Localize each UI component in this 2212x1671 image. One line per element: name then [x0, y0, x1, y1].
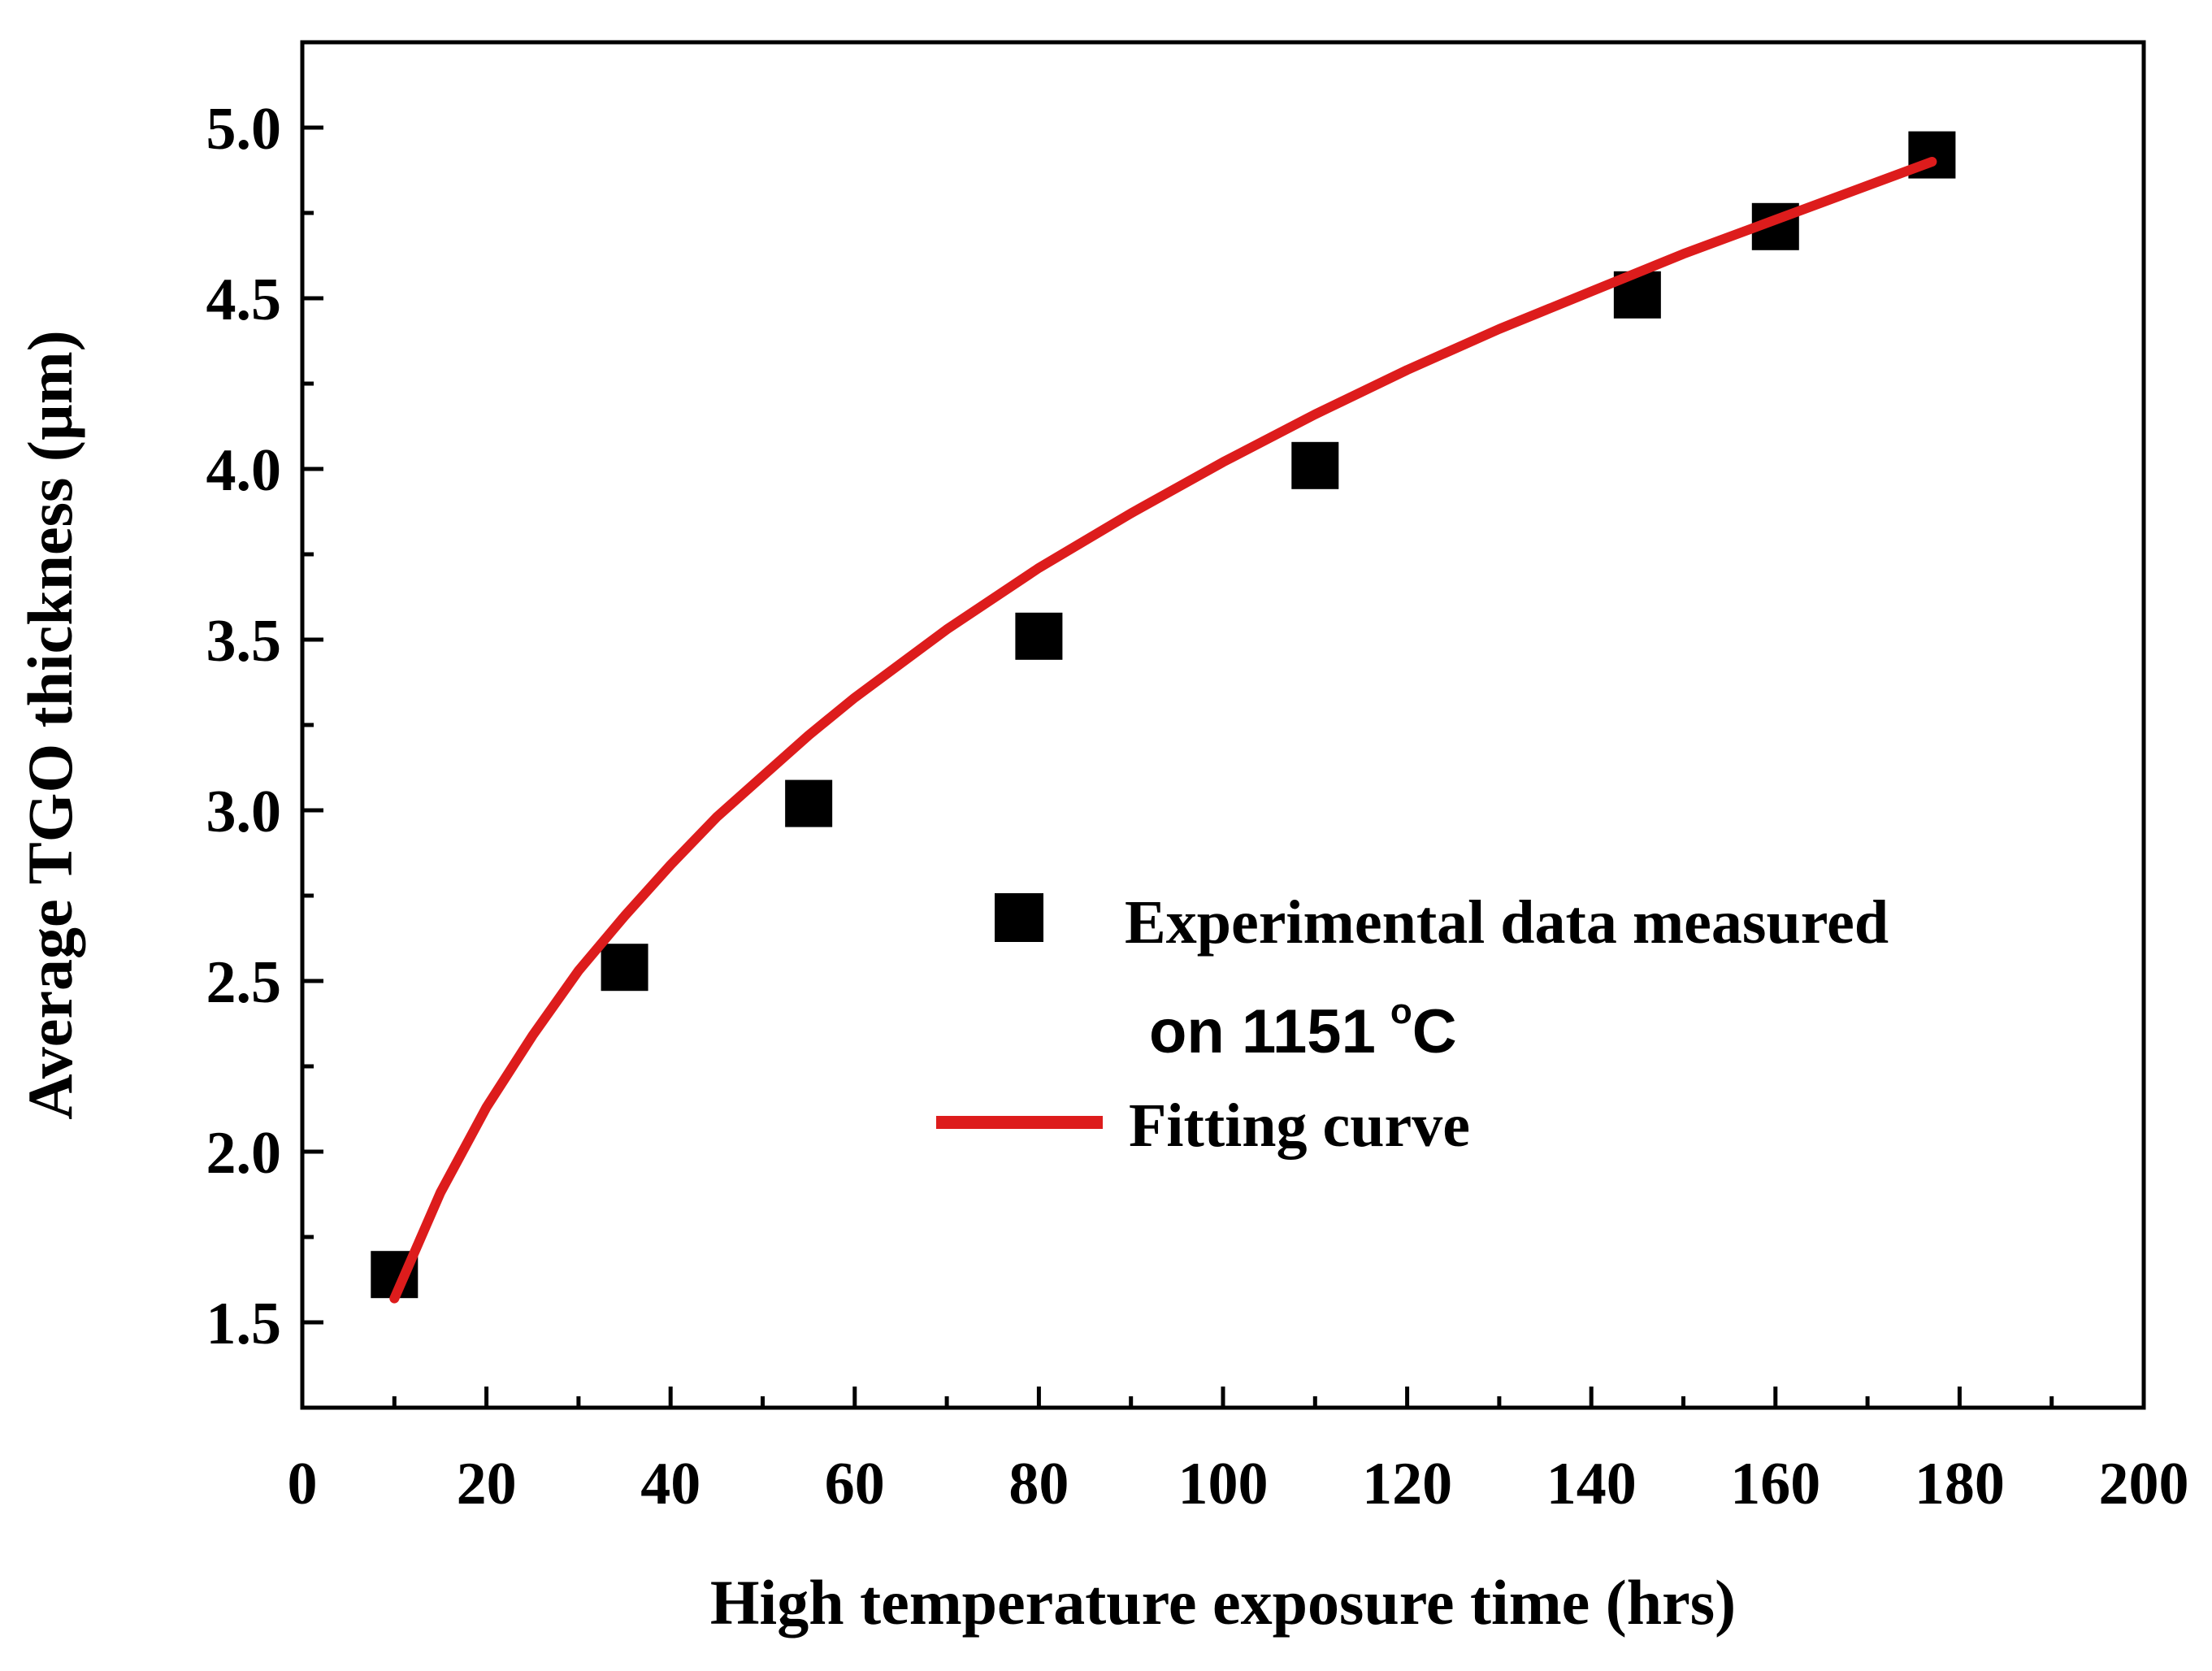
unit-celsius: C: [1412, 997, 1457, 1066]
y-axis-title: Average TGO thickness (µm): [15, 330, 85, 1119]
x-tick-label: 60: [825, 1451, 885, 1517]
y-tick-label: 2.5: [206, 949, 282, 1016]
plot-frame: [300, 40, 2146, 1410]
x-axis-title: High temperature exposure time (hrs): [710, 1567, 1736, 1638]
legend-label-experimental: Experimental data measured: [1125, 888, 1889, 957]
tick-labels: 0 20 40 60 80 100 120 140 160 180 200 1.5 2.0 2.5 3.0 3…: [206, 96, 2189, 1517]
x-tick-label: 20: [457, 1451, 517, 1517]
x-tick-label: 0: [288, 1451, 318, 1517]
x-tick-label: 120: [1362, 1451, 1452, 1517]
x-tick-label: 180: [1915, 1451, 2005, 1517]
y-tick-label: 4.0: [206, 437, 282, 504]
x-tick-label: 140: [1546, 1451, 1637, 1517]
fitting-curve-line: [389, 157, 1937, 1304]
axis-ticks: [300, 125, 2146, 1408]
y-tick-label: 4.5: [206, 267, 282, 333]
y-tick-label: 1.5: [206, 1291, 282, 1357]
x-tick-label: 100: [1178, 1451, 1269, 1517]
legend-marker-experimental: [995, 893, 1043, 942]
data-point: [1291, 441, 1339, 489]
y-tick-label: 5.0: [206, 96, 282, 163]
legend: Experimental data measured on 1151 oC Fit…: [936, 888, 1889, 1160]
x-tick-label: 200: [2099, 1451, 2189, 1517]
x-tick-label: 80: [1008, 1451, 1069, 1517]
x-tick-label: 40: [640, 1451, 700, 1517]
data-point: [785, 779, 833, 827]
legend-label-fitting: Fitting curve: [1129, 1092, 1470, 1160]
y-tick-label: 3.0: [206, 779, 282, 845]
data-point: [1015, 612, 1063, 660]
x-tick-label: 160: [1730, 1451, 1820, 1517]
y-tick-label: 2.0: [206, 1120, 282, 1187]
fit-curve-layer: [389, 157, 1937, 1304]
legend-label-experimental-line2: on 1151 oC: [1149, 992, 1457, 1066]
degree-sign: o: [1390, 992, 1412, 1031]
y-tick-label: 3.5: [206, 608, 282, 675]
data-point: [601, 944, 648, 992]
